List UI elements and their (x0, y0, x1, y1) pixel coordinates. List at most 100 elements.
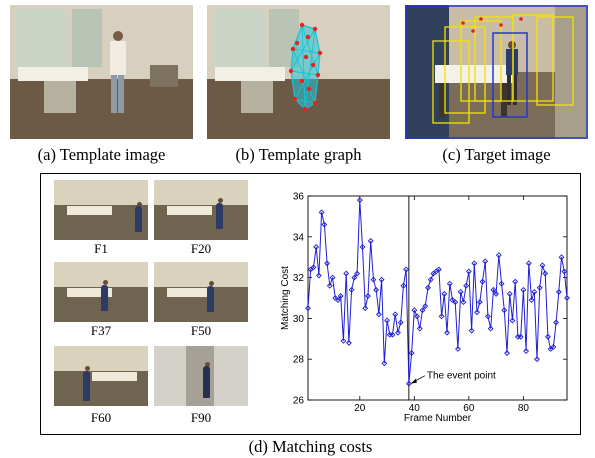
data-point (403, 266, 410, 273)
data-point (509, 317, 516, 324)
data-point (452, 299, 459, 306)
data-point (435, 266, 442, 273)
data-point (395, 329, 401, 336)
data-point (531, 288, 538, 295)
data-point (310, 264, 317, 271)
frame-label: F60 (90, 410, 112, 425)
frame-thumbnail (54, 262, 148, 322)
data-point (351, 274, 358, 281)
data-point (348, 286, 355, 293)
y-tick-label: 26 (293, 396, 305, 407)
data-point (501, 307, 508, 314)
data-point (315, 272, 322, 279)
data-point (414, 313, 420, 320)
data-point (493, 290, 500, 297)
data-point (411, 307, 418, 314)
data-point (487, 325, 494, 332)
data-point (460, 299, 467, 306)
data-point (561, 268, 568, 275)
matching-costs-panel: F1 F20 F37 F50 F60 F90 20 40 60 80 26 28 30 32 3… (40, 173, 581, 435)
data-point (485, 313, 491, 320)
data-point (400, 282, 407, 289)
data-point (356, 197, 363, 204)
data-point (329, 274, 336, 281)
data-point (335, 297, 341, 303)
data-point (405, 380, 412, 387)
data-point (422, 303, 429, 310)
data-point (337, 293, 344, 299)
data-point (455, 346, 461, 352)
frame-label: F1 (94, 241, 108, 256)
template-graph (207, 5, 390, 139)
graph-overlay (288, 22, 323, 112)
data-point (555, 288, 562, 295)
data-point (370, 276, 377, 283)
data-point (425, 284, 431, 291)
y-tick-label: 34 (293, 232, 305, 243)
data-point (441, 290, 448, 297)
data-point (520, 286, 527, 293)
x-axis-label: Frame Number (404, 413, 472, 424)
y-tick-label: 30 (293, 314, 305, 325)
data-point (365, 293, 371, 299)
data-point (553, 319, 560, 326)
data-point (318, 209, 325, 216)
annotation-arrowhead (410, 378, 417, 384)
annotation-label: The event point (427, 371, 496, 382)
data-point (373, 286, 380, 293)
data-point (474, 309, 480, 316)
data-point (534, 356, 540, 363)
data-point (471, 260, 478, 267)
data-point (389, 331, 396, 338)
data-point (324, 260, 331, 267)
cost-line (307, 200, 568, 384)
template-image (10, 5, 193, 139)
frame-label: F20 (190, 241, 212, 256)
x-tick-label: 40 (409, 403, 421, 414)
data-point (506, 290, 513, 297)
data-point (326, 282, 333, 289)
data-point (463, 282, 470, 289)
data-point (444, 329, 450, 336)
y-tick-label: 28 (293, 355, 305, 366)
caption-c: (c) Target image (442, 145, 551, 164)
data-point (525, 260, 532, 267)
data-point (517, 333, 524, 340)
data-point (482, 258, 489, 265)
data-point (539, 262, 546, 269)
data-point (479, 278, 486, 285)
data-point (523, 348, 530, 354)
caption-d: (d) Matching costs (248, 437, 373, 456)
data-point (550, 344, 557, 350)
data-point (340, 337, 347, 344)
data-point (375, 311, 382, 318)
person-figure (108, 31, 126, 113)
data-point (397, 319, 404, 326)
x-tick-label: 60 (463, 403, 475, 414)
frame-label: F37 (90, 323, 112, 338)
caption-b: (b) Template graph (235, 145, 362, 164)
data-point (536, 284, 543, 291)
data-point (305, 305, 311, 312)
data-point (544, 333, 551, 340)
data-point (345, 339, 352, 346)
y-axis-label: Matching Cost (280, 266, 291, 330)
data-point (381, 360, 388, 367)
data-point (446, 280, 453, 287)
data-point (313, 244, 320, 250)
data-point (427, 276, 434, 283)
data-point (498, 280, 505, 287)
data-point (490, 286, 497, 293)
frame-thumbnail (154, 180, 248, 240)
data-point (419, 307, 426, 314)
data-point (354, 270, 361, 277)
data-point (558, 254, 565, 261)
frame-label: F90 (190, 410, 212, 425)
x-tick-label: 80 (518, 403, 530, 414)
data-point (512, 278, 519, 285)
frame-label: F50 (190, 323, 212, 338)
frame-thumbnail (154, 346, 248, 406)
data-point (343, 270, 350, 277)
data-point (416, 325, 423, 332)
data-point (528, 297, 535, 303)
